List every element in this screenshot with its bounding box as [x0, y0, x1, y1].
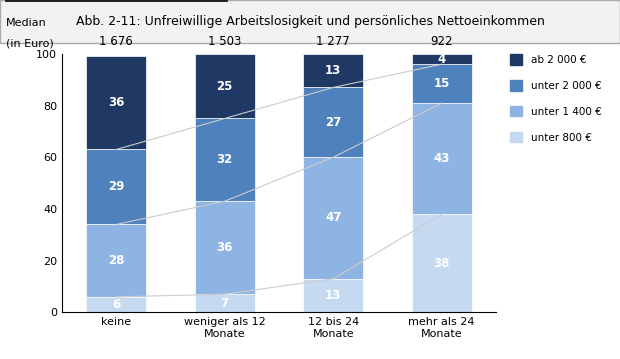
Text: Abb. 2-11: Unfreiwillige Arbeitslosigkeit und persönliches Nettoeinkommen: Abb. 2-11: Unfreiwillige Arbeitslosigkei…	[76, 15, 544, 28]
Text: 15: 15	[433, 77, 450, 90]
Bar	[303, 279, 363, 312]
Bar	[303, 54, 363, 88]
Bar	[303, 88, 363, 157]
Text: 25: 25	[216, 80, 233, 93]
Bar	[195, 118, 255, 201]
Text: 6: 6	[112, 298, 120, 311]
Bar	[195, 54, 255, 118]
Text: 4: 4	[438, 52, 446, 66]
Text: 36: 36	[216, 241, 233, 254]
Text: 36: 36	[108, 97, 125, 109]
Text: 1 503: 1 503	[208, 35, 241, 48]
Bar	[86, 297, 146, 312]
Bar	[195, 201, 255, 294]
Bar	[86, 56, 146, 149]
Bar	[303, 157, 363, 279]
Text: 922: 922	[430, 35, 453, 48]
Text: 1 676: 1 676	[99, 35, 133, 48]
Text: 32: 32	[216, 153, 233, 166]
Bar	[412, 54, 472, 64]
Text: Median: Median	[6, 18, 46, 28]
Text: 47: 47	[325, 211, 342, 224]
Text: (in Euro): (in Euro)	[6, 39, 53, 49]
Text: 29: 29	[108, 181, 125, 194]
Text: 13: 13	[325, 64, 342, 77]
Bar	[86, 224, 146, 297]
Text: 1 277: 1 277	[316, 35, 350, 48]
Text: 27: 27	[325, 116, 342, 129]
Legend: ab 2 000 €, unter 2 000 €, unter 1 400 €, unter 800 €: ab 2 000 €, unter 2 000 €, unter 1 400 €…	[510, 54, 601, 143]
Bar	[412, 214, 472, 312]
Bar	[86, 149, 146, 224]
Bar	[412, 64, 472, 103]
Text: 43: 43	[433, 152, 450, 165]
Text: 13: 13	[325, 289, 342, 302]
Text: 38: 38	[433, 257, 450, 270]
Bar	[195, 294, 255, 312]
Bar	[412, 103, 472, 214]
Text: 7: 7	[221, 297, 229, 310]
Text: 28: 28	[108, 254, 125, 267]
